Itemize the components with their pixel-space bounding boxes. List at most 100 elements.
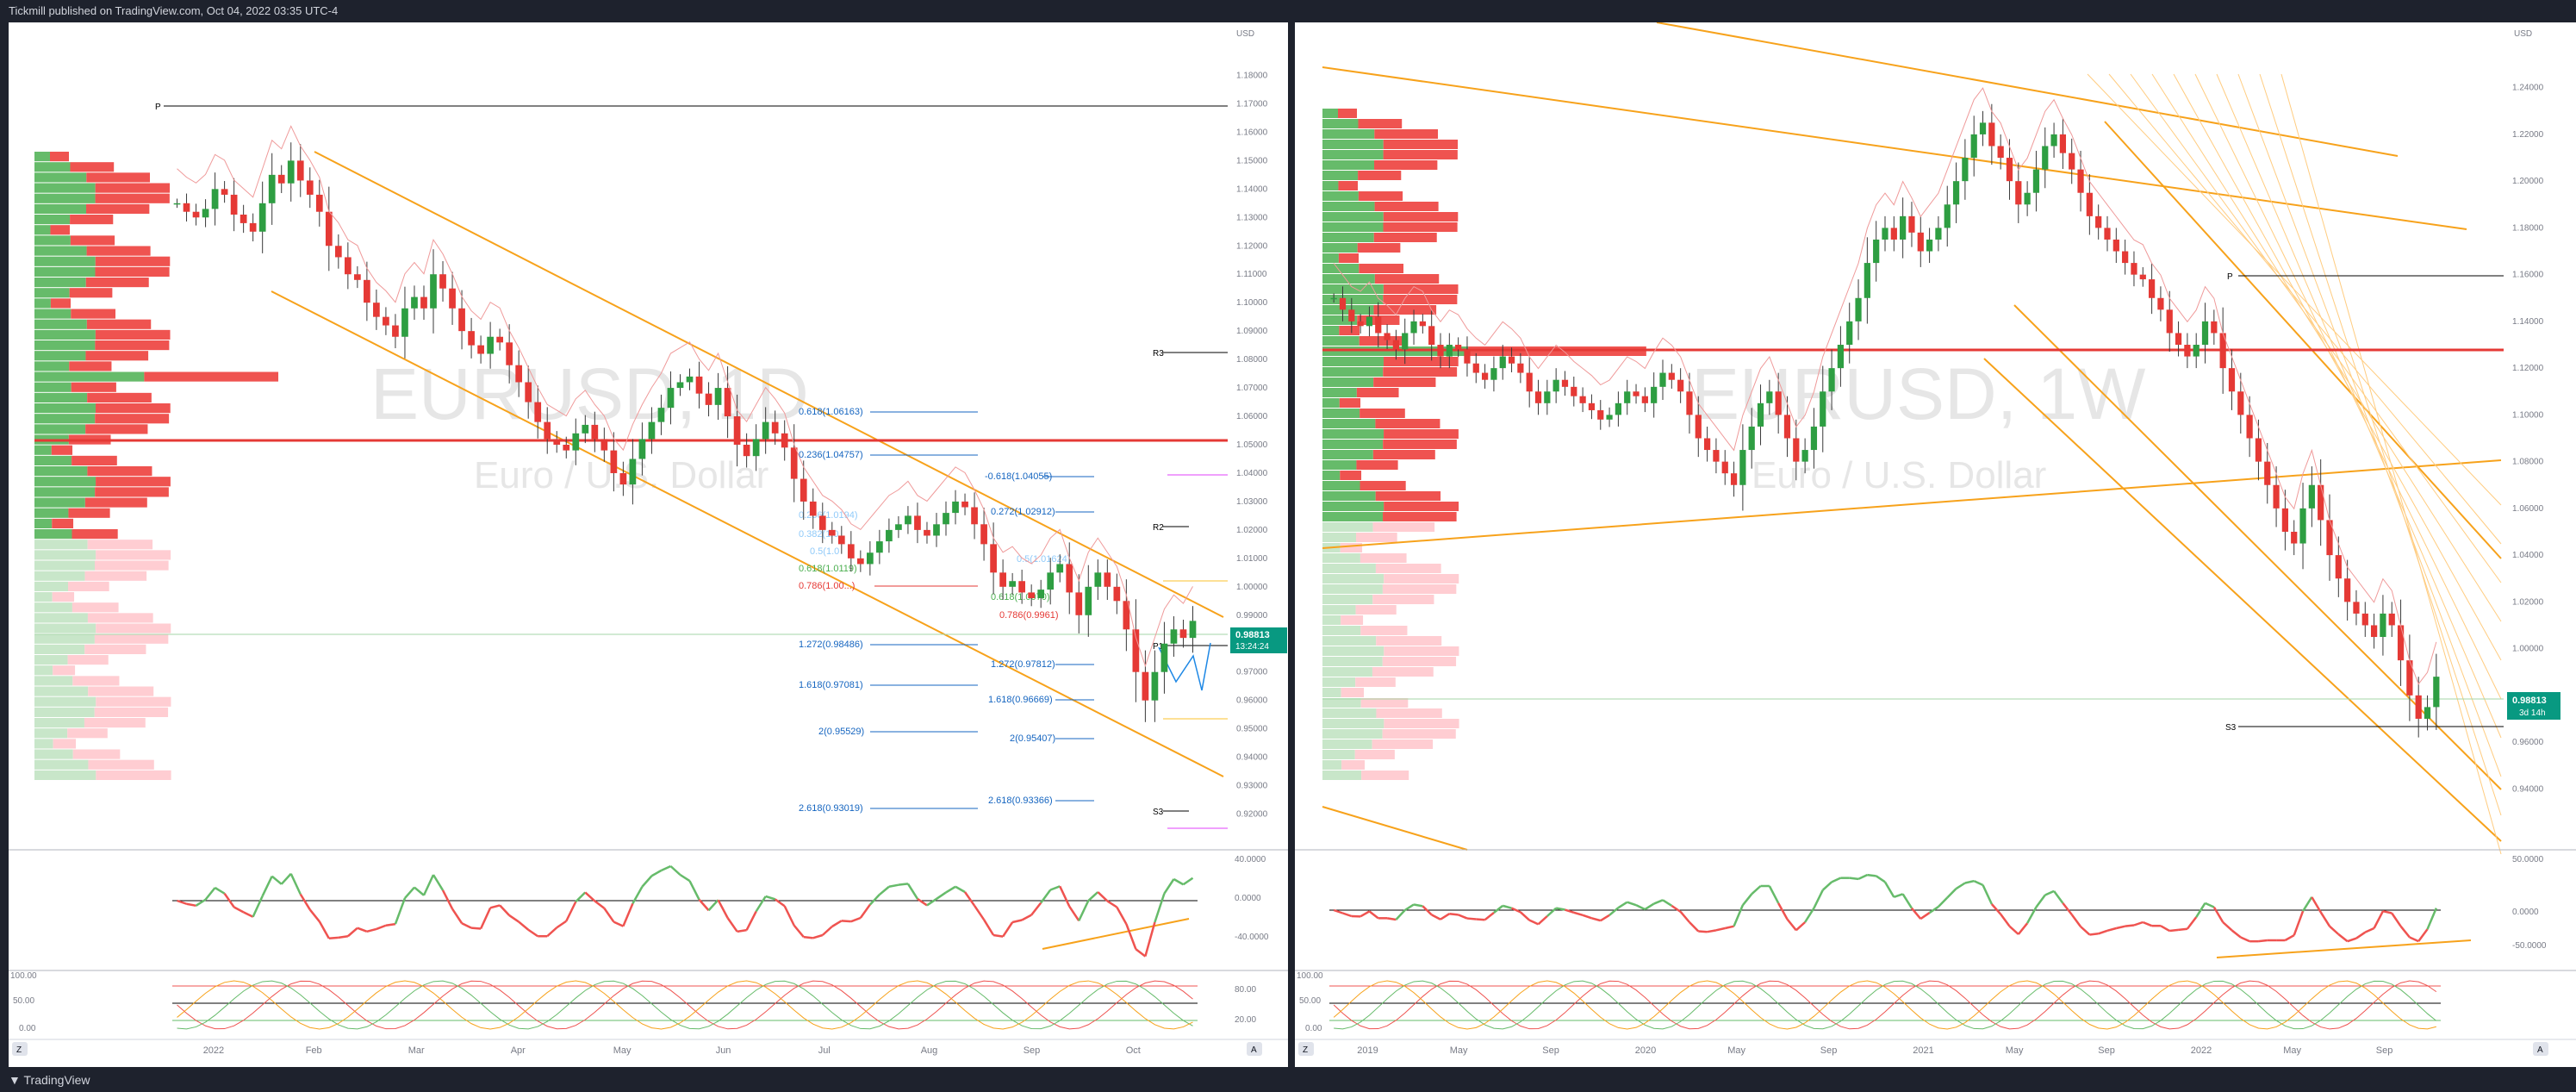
- vp-buy-bar: [34, 633, 95, 644]
- osc-line-segment: [1662, 899, 1672, 907]
- candle-body: [1571, 386, 1577, 396]
- osc-line-segment: [575, 891, 587, 903]
- vp-sell-bar: [1360, 409, 1405, 418]
- candle-body: [1908, 215, 1915, 233]
- osc-line-segment: [1635, 904, 1646, 911]
- right-time-axis[interactable]: 2019 May Sep 2020 May Sep 2021 May Sep 2022 May Sep: [1357, 1045, 2392, 1056]
- right-chart-panel[interactable]: EURUSD, 1W Euro / U.S. Dollar P S3 USD 1…: [1295, 22, 2576, 1067]
- right-auto-button[interactable]: [2533, 1042, 2548, 1056]
- vp-buy-bar: [1322, 429, 1384, 439]
- vp-buy-bar: [1322, 502, 1384, 511]
- osc-line-segment: [936, 891, 947, 900]
- osc-line-segment: [964, 891, 976, 907]
- candle-body: [1579, 396, 1586, 403]
- left-channel-lower[interactable]: [271, 290, 1224, 777]
- left-auto-button[interactable]: [1247, 1042, 1262, 1056]
- right-osc-trendline[interactable]: [2216, 939, 2472, 958]
- right-z-button[interactable]: [1298, 1042, 1314, 1056]
- osc-line-segment: [2133, 920, 2144, 927]
- candle-body: [2335, 555, 2342, 579]
- osc-line-segment: [1511, 907, 1521, 914]
- osc-line-segment: [1087, 891, 1099, 902]
- vp-sell-bar: [53, 739, 77, 749]
- fan-line: [2173, 73, 2502, 661]
- osc-line-segment: [1777, 902, 1789, 920]
- right-channel-upper[interactable]: [2104, 121, 2502, 559]
- candle-body: [477, 345, 484, 354]
- left-pivot-p: P: [155, 103, 161, 112]
- osc-line-segment: [1395, 909, 1406, 920]
- osc-line-segment: [2240, 936, 2250, 943]
- candle-body: [2059, 134, 2067, 153]
- candle-body: [1526, 372, 1533, 392]
- left-channel-upper[interactable]: [314, 151, 1224, 618]
- left-last-price: 0.98813: [1235, 630, 1270, 640]
- vp-sell-bar: [1374, 202, 1439, 211]
- left-price-axis[interactable]: [1228, 22, 1288, 1039]
- right-price-axis[interactable]: [2505, 22, 2576, 1039]
- right-trendline-3[interactable]: [1322, 459, 2502, 549]
- osc-line-segment: [499, 904, 511, 916]
- left-time-axis[interactable]: 2022 Feb Mar Apr May Jun Jul Aug Sep Oct: [203, 1045, 1141, 1056]
- y-tick-label: 1.09000: [1236, 327, 1268, 336]
- osc-line-segment: [1002, 921, 1014, 938]
- left-fib-label: 1.618(0.97081): [799, 680, 863, 690]
- vp-buy-bar: [1322, 450, 1373, 459]
- vp-buy-bar: [1322, 315, 1358, 325]
- left-z-button[interactable]: [12, 1042, 28, 1056]
- left-fib-label: 2.618(0.93019): [799, 803, 863, 814]
- osc-line-segment: [2391, 912, 2402, 927]
- vp-buy-bar: [34, 403, 96, 414]
- vp-sell-bar: [1382, 729, 1456, 739]
- candle-body: [534, 402, 542, 422]
- candle-body: [1935, 228, 1942, 240]
- right-chart-svg[interactable]: EURUSD, 1W Euro / U.S. Dollar P S3 USD 1…: [1295, 22, 2576, 1067]
- osc-line-segment: [479, 907, 492, 930]
- osc-line-segment: [2000, 913, 2011, 927]
- vp-sell-bar: [95, 256, 171, 266]
- osc-line-segment: [2373, 910, 2385, 929]
- left-chart-panel[interactable]: EURUSD, 1D Euro / U.S. Dollar P R3 R2 P1…: [9, 22, 1288, 1067]
- vp-sell-bar: [1338, 181, 1359, 190]
- left-osc-trendline[interactable]: [1042, 918, 1190, 950]
- osc-line-segment: [707, 899, 719, 912]
- candle-body: [2370, 625, 2378, 638]
- vp-buy-bar: [34, 152, 50, 162]
- osc-line-segment: [243, 911, 254, 918]
- left-chart-svg[interactable]: EURUSD, 1D Euro / U.S. Dollar P R3 R2 P1…: [9, 22, 1288, 1067]
- candle-body: [420, 296, 427, 309]
- tradingview-logo-icon[interactable]: ▼: [9, 1073, 21, 1087]
- right-osc2-tick: 0.00: [1305, 1024, 1322, 1033]
- right-channel-lower-2[interactable]: [1983, 358, 2502, 842]
- y-tick-label: 0.93000: [1236, 782, 1268, 791]
- candle-body: [2353, 602, 2360, 614]
- vp-sell-bar: [69, 361, 112, 371]
- left-y-ticks: 1.18000 1.17000 1.16000 1.15000 1.14000 1.130…: [1236, 71, 1268, 819]
- vp-buy-bar: [34, 225, 51, 235]
- osc-line-segment: [2426, 908, 2437, 930]
- candle-body: [506, 342, 513, 365]
- x-tick-label: May: [1450, 1045, 1468, 1056]
- right-trendline-2[interactable]: [1656, 22, 2399, 157]
- candle-body: [221, 189, 228, 195]
- candle-body: [2433, 677, 2440, 708]
- osc-line-segment: [831, 920, 843, 928]
- osc-line-segment: [717, 899, 729, 919]
- vp-sell-bar: [84, 497, 147, 508]
- candle-body: [752, 439, 760, 457]
- y-tick-label: 1.16000: [1236, 128, 1268, 137]
- left-osc2-tick: 0.00: [19, 1024, 36, 1033]
- left-projection-path[interactable]: [1158, 642, 1211, 691]
- osc-line-segment: [660, 864, 671, 872]
- osc-line-segment: [1883, 881, 1895, 898]
- y-tick-label: 1.12000: [2512, 364, 2544, 373]
- right-s3-label: S3: [2225, 723, 2237, 733]
- osc-line-segment: [366, 927, 377, 933]
- osc-line-segment: [1627, 901, 1637, 907]
- x-tick-label: Sep: [1820, 1045, 1838, 1056]
- osc-line-segment: [2089, 933, 2099, 936]
- right-trendline-4[interactable]: [1322, 806, 1468, 851]
- osc-line-segment: [1857, 874, 1868, 880]
- candle-body: [2157, 297, 2164, 310]
- right-trendline-1[interactable]: [1322, 66, 2467, 230]
